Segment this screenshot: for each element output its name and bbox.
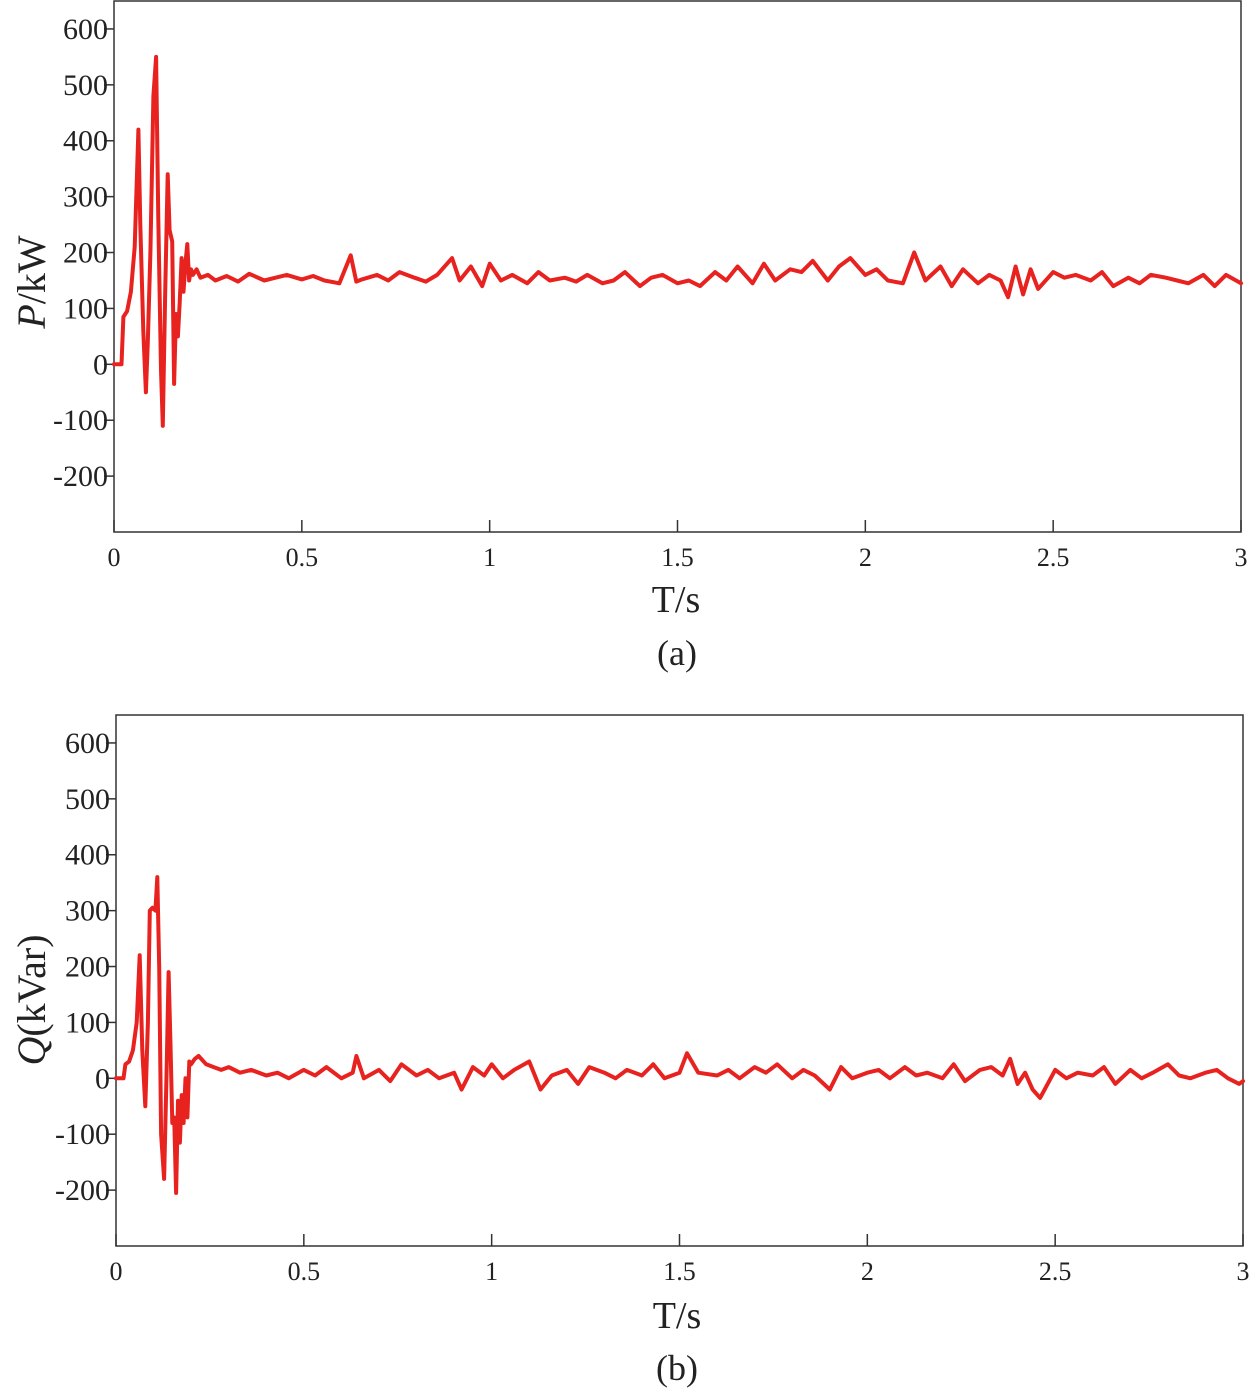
chart-panel-b: 0 0.5 1 1.5 2 2.5 3 -200 -100 0 100 200 300 400 500 600… <box>9 714 1250 1388</box>
y-tick-label: 300 <box>63 181 108 214</box>
y-axis-label-a: P/kW <box>9 235 54 330</box>
y-tick-label: 200 <box>63 237 108 270</box>
y-tick-label: 600 <box>65 727 110 760</box>
y-tick-label: 300 <box>65 895 110 928</box>
x-tick-label: 1 <box>485 1257 498 1286</box>
x-axis-label-b: T/s <box>653 1295 702 1337</box>
x-tick-label: 0.5 <box>288 1257 321 1286</box>
x-axis-label-a: T/s <box>652 579 701 621</box>
y-tick-label: 500 <box>65 783 110 816</box>
y-tick-label: -100 <box>55 1118 110 1151</box>
y-tick-label: 400 <box>63 125 108 158</box>
y-tick-label: 100 <box>63 292 108 325</box>
x-tick-label: 1.5 <box>661 543 694 572</box>
x-tick-label: 0.5 <box>286 543 319 572</box>
y-tick-label: 0 <box>95 1062 110 1095</box>
y-tick-label: -200 <box>55 1174 110 1207</box>
reactive-power-series-line <box>114 875 1245 1195</box>
x-tick-label: 0 <box>108 543 121 572</box>
y-axis-label-b-unit: (kVar) <box>9 934 54 1036</box>
y-axis-label-b: Q(kVar) <box>9 934 54 1065</box>
x-tick-label: 2.5 <box>1039 1257 1072 1286</box>
x-tick-label: 3 <box>1237 1257 1250 1286</box>
y-axis-label-b-italic: Q <box>9 1037 54 1066</box>
x-tick-label: 3 <box>1235 543 1248 572</box>
plot-frame-b <box>115 714 1244 1247</box>
plot-frame-a <box>113 0 1242 533</box>
x-tick-label: 2 <box>861 1257 874 1286</box>
ticks-a: 0 0.5 1 1.5 2 2.5 3 -200 -100 0 100 200 300 400 500 600 <box>53 13 1248 572</box>
power-series-line <box>112 54 1243 428</box>
x-tick-label: 2.5 <box>1037 543 1070 572</box>
caption-a: (a) <box>657 633 697 673</box>
y-tick-label: 400 <box>65 839 110 872</box>
y-tick-label: 200 <box>65 951 110 984</box>
y-axis-label-a-unit: /kW <box>9 235 54 304</box>
y-axis-label-a-italic: P <box>9 304 54 329</box>
caption-b: (b) <box>656 1348 698 1388</box>
ticks-b: 0 0.5 1 1.5 2 2.5 3 -200 -100 0 100 200 300 400 500 600 <box>55 727 1250 1286</box>
y-tick-label: -100 <box>53 404 108 437</box>
y-tick-label: 0 <box>93 348 108 381</box>
chart-panel-a: 0 0.5 1 1.5 2 2.5 3 -200 -100 0 100 200 300 400 500 600… <box>9 0 1248 673</box>
y-tick-label: -200 <box>53 460 108 493</box>
y-tick-label: 100 <box>65 1006 110 1039</box>
y-tick-label: 500 <box>63 69 108 102</box>
x-tick-label: 1 <box>483 543 496 572</box>
x-tick-label: 2 <box>859 543 872 572</box>
x-tick-label: 0 <box>110 1257 123 1286</box>
x-tick-label: 1.5 <box>663 1257 696 1286</box>
y-tick-label: 600 <box>63 13 108 46</box>
